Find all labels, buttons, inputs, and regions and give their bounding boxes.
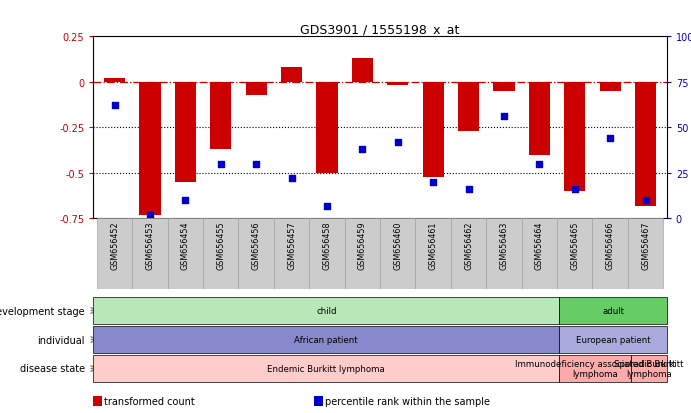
Text: Sporadic Burkitt lymphoma: Sporadic Burkitt lymphoma — [614, 359, 683, 378]
Bar — [97, 219, 132, 289]
Text: GSM656462: GSM656462 — [464, 221, 473, 269]
Bar — [140, 83, 160, 215]
Bar — [203, 219, 238, 289]
Bar — [592, 219, 628, 289]
Point — [534, 161, 545, 168]
Bar — [486, 219, 522, 289]
Text: GSM656454: GSM656454 — [181, 221, 190, 269]
Bar — [310, 219, 345, 289]
Text: GSM656455: GSM656455 — [216, 221, 225, 270]
Text: GSM656460: GSM656460 — [393, 221, 402, 269]
Bar — [529, 83, 550, 155]
Bar — [380, 219, 415, 289]
Text: development stage: development stage — [0, 306, 85, 316]
Bar — [345, 219, 380, 289]
Text: GSM656464: GSM656464 — [535, 221, 544, 269]
Bar — [422, 83, 444, 177]
Point — [286, 176, 297, 182]
Bar — [564, 83, 585, 192]
Bar — [628, 219, 663, 289]
Point — [605, 135, 616, 142]
Text: GSM656458: GSM656458 — [323, 221, 332, 269]
Text: GSM656457: GSM656457 — [287, 221, 296, 270]
Bar — [281, 68, 302, 83]
Text: GSM656453: GSM656453 — [145, 221, 154, 269]
Bar — [238, 219, 274, 289]
Text: GSM656452: GSM656452 — [110, 221, 119, 270]
Text: individual: individual — [37, 335, 85, 345]
Text: disease state: disease state — [20, 363, 85, 374]
Bar — [458, 83, 479, 132]
Bar — [168, 219, 203, 289]
Bar — [387, 83, 408, 86]
Text: GSM656463: GSM656463 — [500, 221, 509, 269]
Text: child: child — [316, 306, 337, 315]
Bar — [210, 83, 231, 150]
Bar — [557, 219, 592, 289]
Point — [498, 114, 509, 121]
Text: transformed count: transformed count — [104, 396, 194, 406]
Point — [321, 203, 332, 209]
Bar — [451, 219, 486, 289]
Point — [180, 197, 191, 204]
Point — [357, 147, 368, 153]
Bar — [175, 83, 196, 183]
Text: GSM656467: GSM656467 — [641, 221, 650, 269]
Text: GSM656465: GSM656465 — [570, 221, 579, 269]
Bar — [415, 219, 451, 289]
Point — [392, 139, 404, 146]
Bar — [132, 219, 168, 289]
Text: GSM656456: GSM656456 — [252, 221, 261, 269]
Point — [640, 197, 651, 204]
Text: GSM656459: GSM656459 — [358, 221, 367, 270]
Text: African patient: African patient — [294, 335, 358, 344]
Point — [463, 187, 474, 193]
Text: Immunodeficiency associated Burkitt lymphoma: Immunodeficiency associated Burkitt lymp… — [515, 359, 675, 378]
Bar — [635, 83, 656, 206]
Bar — [316, 83, 338, 173]
Title: GDS3901 / 1555198_x_at: GDS3901 / 1555198_x_at — [301, 23, 460, 36]
Bar — [352, 59, 373, 83]
Bar — [104, 79, 125, 83]
Text: European patient: European patient — [576, 335, 650, 344]
Text: Endemic Burkitt lymphoma: Endemic Burkitt lymphoma — [267, 364, 385, 373]
Bar — [522, 219, 557, 289]
Point — [144, 212, 155, 218]
Bar — [274, 219, 310, 289]
Point — [251, 161, 262, 168]
Bar — [493, 83, 515, 92]
Text: GSM656461: GSM656461 — [428, 221, 437, 269]
Text: GSM656466: GSM656466 — [606, 221, 615, 269]
Text: adult: adult — [602, 306, 624, 315]
Point — [109, 103, 120, 109]
Text: percentile rank within the sample: percentile rank within the sample — [325, 396, 490, 406]
Bar — [600, 83, 621, 92]
Point — [215, 161, 226, 168]
Point — [428, 179, 439, 186]
Point — [569, 187, 580, 193]
Bar — [245, 83, 267, 95]
